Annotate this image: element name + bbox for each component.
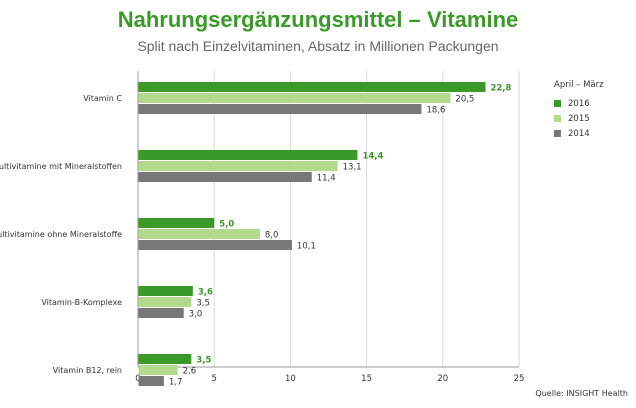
- data-label-2014: 3,0: [189, 310, 203, 320]
- legend-label-2016: 2016: [568, 98, 590, 109]
- legend-swatch-2014: [554, 130, 561, 137]
- data-label-2015: 20,5: [455, 95, 474, 105]
- bar-2015: [138, 365, 178, 375]
- data-label-2015: 8,0: [265, 231, 279, 241]
- bar-2015: [138, 229, 260, 239]
- bar-2014: [138, 104, 422, 114]
- bar-2016: [138, 354, 192, 364]
- bar-2014: [138, 308, 184, 318]
- data-label-2016: 3,6: [198, 288, 213, 298]
- legend-item-2015: 2015: [554, 111, 604, 126]
- data-label-2014: 10,1: [297, 242, 316, 252]
- source-note: Quelle: INSIGHT Health: [535, 389, 628, 398]
- data-label-2014: 11,4: [317, 174, 336, 184]
- bar-2015: [138, 93, 451, 103]
- x-tick-label: 0: [135, 374, 140, 384]
- category-label: Vitamin C: [83, 94, 122, 103]
- bar-2015: [138, 297, 192, 307]
- category-label: Vitamin-B-Komplexe: [41, 298, 122, 307]
- x-tick-label: 10: [285, 374, 296, 384]
- bar-2016: [138, 82, 486, 92]
- data-label-2015: 2,6: [183, 367, 197, 377]
- data-label-2016: 3,5: [196, 356, 211, 366]
- data-label-2016: 5,0: [219, 220, 234, 230]
- data-label-2015: 13,1: [343, 163, 362, 173]
- data-label-2016: 14,4: [362, 152, 383, 162]
- legend-swatch-2016: [554, 100, 561, 107]
- bar-2016: [138, 150, 358, 160]
- legend-label-2014: 2014: [568, 128, 590, 139]
- bar-2016: [138, 218, 215, 228]
- bar-2015: [138, 161, 338, 171]
- x-tick-label: 20: [437, 374, 448, 384]
- legend-label-2015: 2015: [568, 113, 590, 124]
- data-label-2015: 3,5: [196, 299, 210, 309]
- chart-title: Nahrungsergänzungsmittel – Vitamine: [117, 7, 519, 32]
- legend-title: April – März: [554, 80, 604, 90]
- data-label-2014: 1,7: [169, 378, 183, 388]
- bar-2016: [138, 286, 193, 296]
- x-tick-label: 5: [211, 374, 216, 384]
- legend-item-2014: 2014: [554, 126, 604, 141]
- x-tick-label: 25: [514, 374, 525, 384]
- data-label-2014: 18,6: [426, 106, 445, 116]
- bar-2014: [138, 240, 292, 250]
- category-label: Multivitamine ohne Mineralstoffe: [0, 230, 122, 239]
- data-label-2016: 22,8: [490, 84, 511, 94]
- x-tick-label: 15: [361, 374, 372, 384]
- legend: April – März 2016 2015 2014: [554, 80, 604, 141]
- category-label: Vitamin B12, rein: [53, 366, 122, 375]
- legend-swatch-2015: [554, 115, 561, 122]
- bar-2014: [138, 376, 164, 386]
- chart-subtitle: Split nach Einzelvitaminen, Absatz in Mi…: [137, 38, 499, 54]
- legend-item-2016: 2016: [554, 96, 604, 111]
- bar-2014: [138, 172, 312, 182]
- category-label: Multivitamine mit Mineralstoffen: [0, 162, 122, 171]
